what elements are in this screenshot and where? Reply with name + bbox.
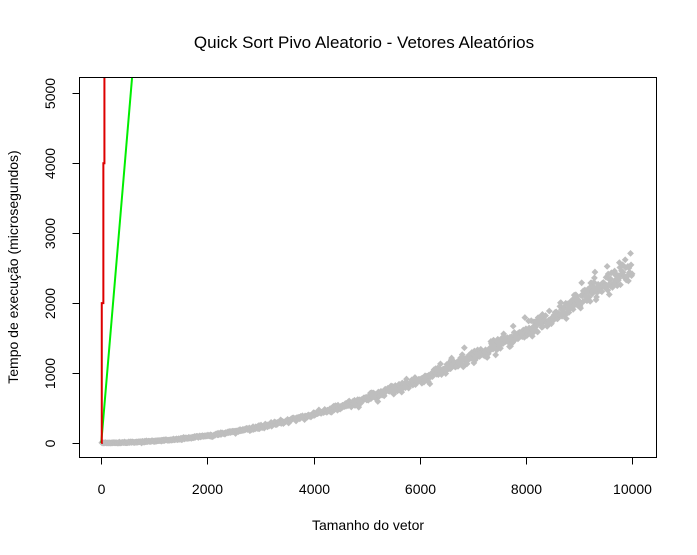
y-tick-label: 0 (42, 439, 58, 447)
data-point (374, 398, 382, 405)
data-point (586, 297, 594, 305)
data-point (627, 249, 634, 257)
data-point (562, 315, 570, 323)
x-axis: 0 2000 4000 6000 8000 10000 (98, 457, 652, 497)
data-point (509, 322, 517, 330)
data-point (624, 277, 632, 285)
data-point (426, 380, 434, 388)
y-tick-label: 3000 (42, 218, 58, 249)
data-point (623, 272, 631, 280)
data-point (544, 320, 552, 328)
data-point (460, 344, 468, 352)
chart-title: Quick Sort Pivo Aleatorio - Vetores Alea… (194, 33, 534, 52)
data-point (497, 344, 504, 352)
data-point (577, 304, 585, 312)
data-point (617, 281, 624, 289)
red-series-line (100, 78, 106, 445)
data-point (454, 362, 462, 370)
data-point (539, 323, 547, 330)
y-tick-label: 5000 (42, 78, 58, 109)
data-point (458, 351, 466, 359)
data-point (412, 381, 419, 389)
x-tick-label: 8000 (511, 481, 542, 497)
x-tick-label: 0 (98, 481, 106, 497)
y-tick-label: 4000 (42, 148, 58, 179)
data-point (603, 262, 611, 270)
data-point (334, 406, 341, 414)
x-axis-title: Tamanho do vetor (312, 517, 424, 533)
data-point (364, 396, 372, 404)
data-point (380, 392, 388, 400)
y-axis-title: Tempo de execução (microsegundos) (5, 150, 21, 383)
data-point (621, 256, 629, 264)
x-tick-label: 4000 (299, 481, 330, 497)
scatter-points (98, 249, 636, 447)
data-point (569, 305, 577, 313)
data-point (545, 307, 553, 315)
data-point (424, 374, 432, 382)
data-point (492, 351, 500, 359)
data-point (585, 288, 592, 296)
data-point (628, 270, 636, 278)
data-point (578, 279, 586, 287)
data-point (591, 268, 599, 276)
data-point (534, 328, 542, 336)
data-point (405, 384, 413, 392)
data-point (627, 261, 635, 269)
y-tick-label: 1000 (42, 358, 58, 389)
data-point (529, 329, 537, 337)
x-tick-label: 6000 (405, 481, 436, 497)
data-point (604, 270, 612, 278)
data-point (591, 274, 598, 282)
data-point (437, 360, 444, 368)
y-tick-label: 2000 (42, 288, 58, 319)
data-point (593, 293, 600, 301)
x-tick-label: 2000 (192, 481, 223, 497)
data-point (605, 291, 613, 298)
data-point (471, 356, 479, 364)
data-point (557, 299, 565, 307)
green-series-line (100, 77, 134, 444)
data-point (542, 312, 549, 320)
series-lines (100, 77, 134, 445)
data-point (598, 288, 606, 296)
data-point (447, 365, 454, 373)
data-point (521, 314, 529, 321)
y-axis: 0 1000 2000 3000 4000 5000 (42, 78, 80, 447)
x-tick-label: 10000 (613, 481, 652, 497)
